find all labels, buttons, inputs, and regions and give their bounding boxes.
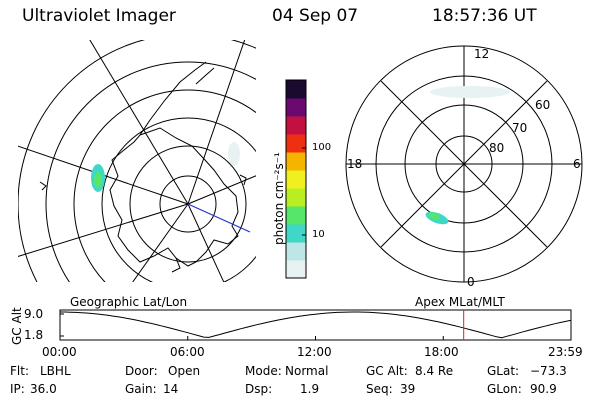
colorbar-unit-label: photon cm⁻²s⁻¹ <box>272 152 286 245</box>
gcalt-value: 8.4 Re <box>415 364 454 378</box>
apex-label: Apex MLat/MLT <box>415 295 505 309</box>
lat-circle-50 <box>73 89 256 282</box>
colorbar-segment <box>286 206 306 225</box>
gain-label: Gain: <box>125 382 157 396</box>
mlat-label-70: 70 <box>512 121 528 135</box>
meridian-line <box>187 40 246 205</box>
app-title: Ultraviolet Imager <box>22 6 176 26</box>
lat-circle-60 <box>101 117 256 282</box>
timeline-ylabel: GC Alt <box>10 307 24 345</box>
gcalt-label: GC Alt: <box>366 364 408 378</box>
colorbar <box>285 79 307 279</box>
aurora-core-mag <box>428 212 440 220</box>
glat-value: −73.3 <box>530 364 567 378</box>
colorbar-segment <box>286 188 306 207</box>
timeline-xtick-2359: 23:59 <box>548 345 583 359</box>
colorbar-tick-10: 10 <box>312 229 325 240</box>
colorbar-segment <box>286 152 306 171</box>
geographic-map <box>18 40 256 282</box>
colorbar-segment <box>286 116 306 135</box>
coast-detail <box>39 181 47 191</box>
timeline-xtick-1200: 12:00 <box>297 345 332 359</box>
door-value: Open <box>168 364 201 378</box>
flt-label: Flt: <box>10 364 29 378</box>
dsp-label: Dsp: <box>245 382 273 396</box>
lat-circle-70 <box>129 145 247 263</box>
flt-value: LBHL <box>40 364 71 378</box>
timeline-ytick-1.8: 1.8 <box>24 328 44 342</box>
glon-label: GLon: <box>487 382 522 396</box>
mlt-label-6: 6 <box>573 157 581 171</box>
colorbar-frame <box>285 79 307 279</box>
dsp-value: 1.9 <box>300 382 320 396</box>
meridian-line <box>132 203 189 282</box>
mode-label: Mode: <box>245 364 282 378</box>
door-label: Door: <box>125 364 158 378</box>
antarctica-coastline <box>109 127 239 267</box>
time-readout: 18:57:36 UT <box>432 6 537 26</box>
colorbar-segment <box>286 134 306 153</box>
lat-circle-80 <box>159 175 217 233</box>
timeline-xtick-1800: 18:00 <box>424 345 459 359</box>
gain-value: 14 <box>163 382 179 396</box>
meridian-line <box>89 40 189 205</box>
colorbar-segment <box>286 242 306 261</box>
colorbar-segment <box>286 170 306 189</box>
aurora-core-geo <box>94 172 102 188</box>
timeline-xtick-0000: 00:00 <box>42 345 77 359</box>
peninsula-coastline <box>139 61 215 136</box>
coast-detail <box>171 257 181 273</box>
meridian-line <box>187 175 256 205</box>
geographic-label: Geographic Lat/Lon <box>70 295 188 309</box>
lat-circle-40 <box>45 61 256 282</box>
altitude-curve <box>60 311 572 339</box>
sun-direction-line <box>187 203 251 233</box>
mlt-label-12: 12 <box>474 47 490 61</box>
mlt-diagonal-line <box>380 80 548 248</box>
timeline-xtick-0600: 06:00 <box>170 345 205 359</box>
colorbar-segment <box>286 224 306 243</box>
colorbar-segment <box>286 260 306 279</box>
colorbar-tick-100: 100 <box>312 142 332 153</box>
colorbar-segment <box>286 80 306 99</box>
mlt-label-18: 18 <box>347 157 363 171</box>
mlat-label-80: 80 <box>489 141 505 155</box>
glon-value: 90.9 <box>530 382 557 396</box>
ip-value: 36.0 <box>30 382 57 396</box>
mlat-label-60: 60 <box>535 98 551 112</box>
colorbar-segment <box>286 98 306 117</box>
seq-label: Seq: <box>366 382 393 396</box>
seq-value: 39 <box>400 382 416 396</box>
timeline-ytick-9: 9.0 <box>24 307 44 321</box>
mlt-label-0: 0 <box>467 275 475 289</box>
coast-detail <box>239 174 247 186</box>
faint-glow-mag <box>430 86 510 98</box>
meridian-line <box>187 203 225 282</box>
magnetic-polar-plot <box>345 45 583 283</box>
date-readout: 04 Sep 07 <box>272 6 359 26</box>
timeline-plot <box>59 309 572 341</box>
ip-label: IP: <box>10 382 25 396</box>
meridian-line <box>18 203 189 257</box>
faint-glow-geo <box>228 142 240 166</box>
mode-value: Normal <box>285 364 329 378</box>
glat-label: GLat: <box>487 364 520 378</box>
